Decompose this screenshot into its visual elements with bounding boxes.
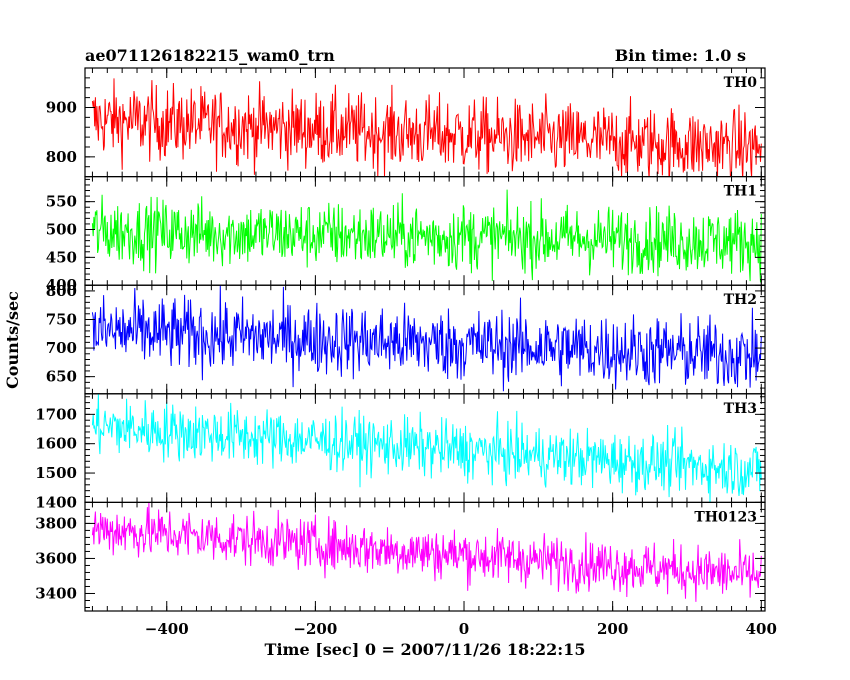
y-tick-label: 1500	[35, 464, 77, 482]
x-tick-label: −400	[145, 620, 189, 638]
panel-th0: 800 900 TH0	[46, 67, 766, 178]
y-tick-label: 3800	[35, 514, 77, 532]
panel-label: TH0123	[694, 509, 757, 525]
panels-group: 800 900 TH0 400 450 500 550 TH1 650 700 750 800 TH2 1…	[35, 67, 766, 612]
y-tick-label: 700	[46, 339, 77, 357]
x-tick-labels: −400 −200 0 200 400	[145, 620, 777, 638]
y-tick-label: 900	[46, 98, 77, 116]
panel-label: TH3	[724, 401, 757, 417]
bin-time-label: Bin time: 1.0 s	[615, 46, 746, 65]
panel-label: TH2	[724, 292, 757, 308]
y-tick-label: 800	[46, 148, 77, 166]
chart-title: ae071126182215_wam0_trn	[85, 46, 335, 65]
y-tick-label: 450	[46, 248, 77, 266]
series-line-th3	[91, 393, 762, 503]
series-line-th0123	[91, 502, 762, 602]
y-tick-label: 750	[46, 310, 77, 328]
panel-th1: 400 450 500 550 TH1	[46, 176, 766, 294]
series-line-th0	[91, 78, 762, 177]
y-tick-label: 650	[46, 368, 77, 386]
panel-label: TH1	[724, 184, 757, 200]
x-tick-label: 0	[459, 620, 469, 638]
panel-th3: 1400 1500 1600 1700 TH3	[35, 393, 766, 511]
x-axis-label: Time [sec] 0 = 2007/11/26 18:22:15	[265, 640, 586, 659]
panel-th0123: 3400 3600 3800 TH0123	[35, 501, 766, 612]
y-tick-label: 3400	[35, 584, 77, 602]
panel-th2: 650 700 750 800 TH2	[46, 282, 766, 395]
y-tick-label: 1400	[35, 493, 77, 511]
x-tick-label: −200	[293, 620, 337, 638]
panel-label: TH0	[724, 75, 758, 91]
series-line-th1	[91, 189, 762, 283]
series-line-th2	[91, 285, 762, 392]
y-tick-label: 1700	[35, 405, 77, 423]
x-tick-label: 400	[746, 620, 777, 638]
y-tick-label: 400	[46, 276, 77, 294]
y-tick-label: 3600	[35, 549, 77, 567]
y-tick-label: 800	[46, 282, 77, 300]
y-tick-label: 1600	[35, 435, 77, 453]
y-tick-label: 550	[46, 193, 77, 211]
y-tick-label: 500	[46, 221, 77, 239]
y-axis-label: Counts/sec	[3, 291, 22, 389]
panel-frame	[84, 501, 766, 612]
x-tick-label: 200	[597, 620, 628, 638]
